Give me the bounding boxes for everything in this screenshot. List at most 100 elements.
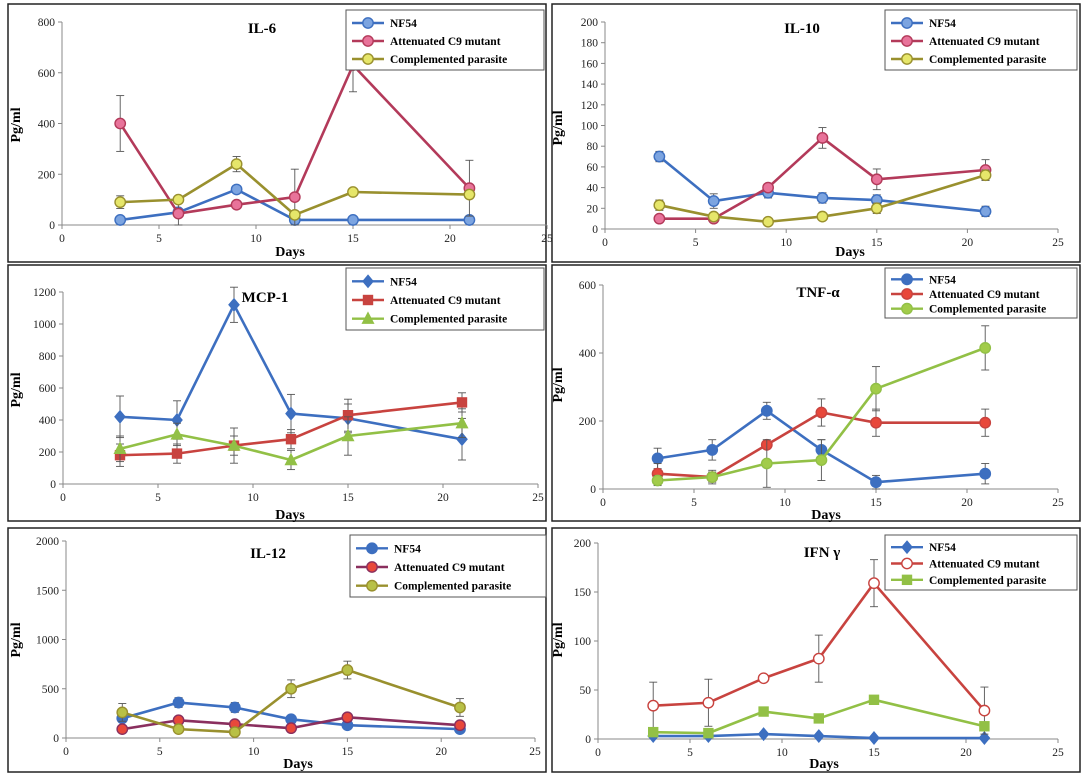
x-tick-label: 0 (600, 497, 606, 509)
legend-swatch-marker (362, 274, 374, 289)
data-point (172, 696, 185, 709)
data-point (172, 193, 185, 206)
series-3 (113, 408, 469, 471)
legend-swatch-marker (901, 540, 913, 555)
data-point (979, 721, 990, 732)
y-axis-title: Pg/ml (9, 107, 24, 142)
y-tick-label: 150 (574, 587, 592, 599)
legend-swatch-marker (901, 273, 913, 286)
legend-label: Attenuated C9 mutant (390, 295, 501, 307)
x-axis-title: Days (811, 508, 841, 523)
legend-label: NF54 (929, 274, 956, 286)
legend-swatch-marker (362, 17, 374, 29)
x-tick-label: 5 (693, 237, 699, 249)
y-tick-label: 1200 (33, 287, 56, 299)
series-line (119, 303, 463, 441)
legend: NF54 Attenuated C9 mutant Complemented par… (345, 9, 545, 71)
legend-label: Complemented parasite (929, 304, 1046, 316)
legend-label: NF54 (394, 543, 421, 555)
x-tick-label: 25 (1052, 747, 1064, 759)
x-tick-label: 0 (602, 237, 608, 249)
data-point (868, 731, 880, 745)
y-tick-label: 80 (587, 141, 599, 153)
y-tick-label: 160 (581, 58, 599, 70)
series-line (120, 162, 470, 217)
data-point (455, 415, 469, 429)
data-point (456, 432, 468, 447)
x-axis-title: Days (283, 757, 313, 772)
data-point (979, 205, 992, 218)
x-tick-label: 5 (155, 492, 161, 504)
x-tick-label: 10 (248, 746, 260, 758)
chart-panel-4: 0 200 400 600 0 5 10 15 20 25 Pg/ml Days TNF-α NF54 At… (551, 264, 1081, 523)
series-2 (647, 559, 991, 735)
legend-label: NF54 (390, 276, 417, 288)
data-point (284, 452, 298, 466)
chart-panel-3: 0 200 400 600 800 1000 1200 0 5 10 15 20 25 Pg/ml Days… (7, 264, 547, 523)
data-point (762, 215, 774, 228)
data-point (978, 731, 991, 745)
y-tick-label: 400 (39, 415, 57, 427)
legend-swatch-marker (362, 53, 374, 65)
legend-label: Attenuated C9 mutant (929, 289, 1040, 301)
series-line (119, 421, 463, 462)
y-axis-title: Pg/ml (9, 622, 24, 657)
data-point (868, 694, 880, 705)
data-point (653, 212, 666, 225)
data-point (454, 719, 466, 732)
legend-swatch-marker (362, 294, 374, 306)
panel-frame (551, 3, 1081, 263)
series-line (119, 63, 471, 215)
chart-panel-2: 0 20 40 60 80 100 120 140 160 180 200 0 5 10 15 20 25 Pg/… (551, 3, 1081, 263)
y-tick-label: 0 (590, 484, 596, 496)
data-point (648, 726, 659, 738)
y-tick-label: 600 (39, 383, 57, 395)
y-tick-label: 0 (592, 224, 598, 236)
data-point (707, 210, 720, 223)
y-tick-label: 20 (587, 203, 599, 215)
series-3 (116, 660, 466, 738)
x-tick-label: 10 (776, 747, 788, 759)
legend-swatch-marker (901, 17, 913, 29)
chart-panel-6: 0 50 100 150 200 0 5 10 15 20 25 Pg/ml Days IFN γ NF54… (551, 527, 1081, 773)
y-tick-label: 50 (580, 685, 592, 697)
y-tick-label: 1000 (33, 319, 56, 331)
legend: NF54 Attenuated C9 mutant Complemented par… (884, 534, 1078, 591)
data-point (114, 409, 126, 424)
chart-title: IFN γ (804, 545, 841, 561)
data-point (978, 704, 991, 717)
legend-swatch-marker (901, 35, 913, 47)
x-tick-label: 0 (63, 746, 69, 758)
legend-swatch-marker (366, 579, 378, 592)
y-tick-label: 200 (574, 538, 592, 550)
legend-label: Attenuated C9 mutant (390, 36, 501, 48)
data-point (341, 428, 355, 442)
y-tick-label: 100 (581, 121, 599, 133)
series-3 (653, 169, 992, 228)
data-point (760, 404, 773, 417)
data-point (868, 577, 880, 590)
series-line (653, 698, 985, 735)
x-tick-label: 0 (59, 233, 65, 245)
x-tick-label: 10 (779, 497, 791, 509)
x-axis-title: Days (275, 508, 305, 523)
series-1 (116, 696, 466, 736)
data-point (230, 158, 243, 171)
data-point (463, 188, 476, 201)
legend-label: Complemented parasite (929, 575, 1046, 587)
data-point (979, 416, 992, 429)
legend-label: Attenuated C9 mutant (929, 559, 1040, 571)
data-point (706, 443, 719, 456)
series-line (653, 732, 985, 740)
data-point (762, 181, 774, 194)
legend-swatch-marker (366, 542, 378, 555)
data-point (870, 173, 883, 186)
data-point (170, 427, 184, 440)
data-point (707, 195, 720, 207)
chart-title: MCP-1 (242, 290, 289, 306)
legend-swatch-marker (901, 288, 913, 300)
legend: NF54 Attenuated C9 mutant Complemented par… (349, 534, 547, 598)
data-point (116, 706, 129, 719)
x-tick-label: 15 (871, 237, 883, 249)
